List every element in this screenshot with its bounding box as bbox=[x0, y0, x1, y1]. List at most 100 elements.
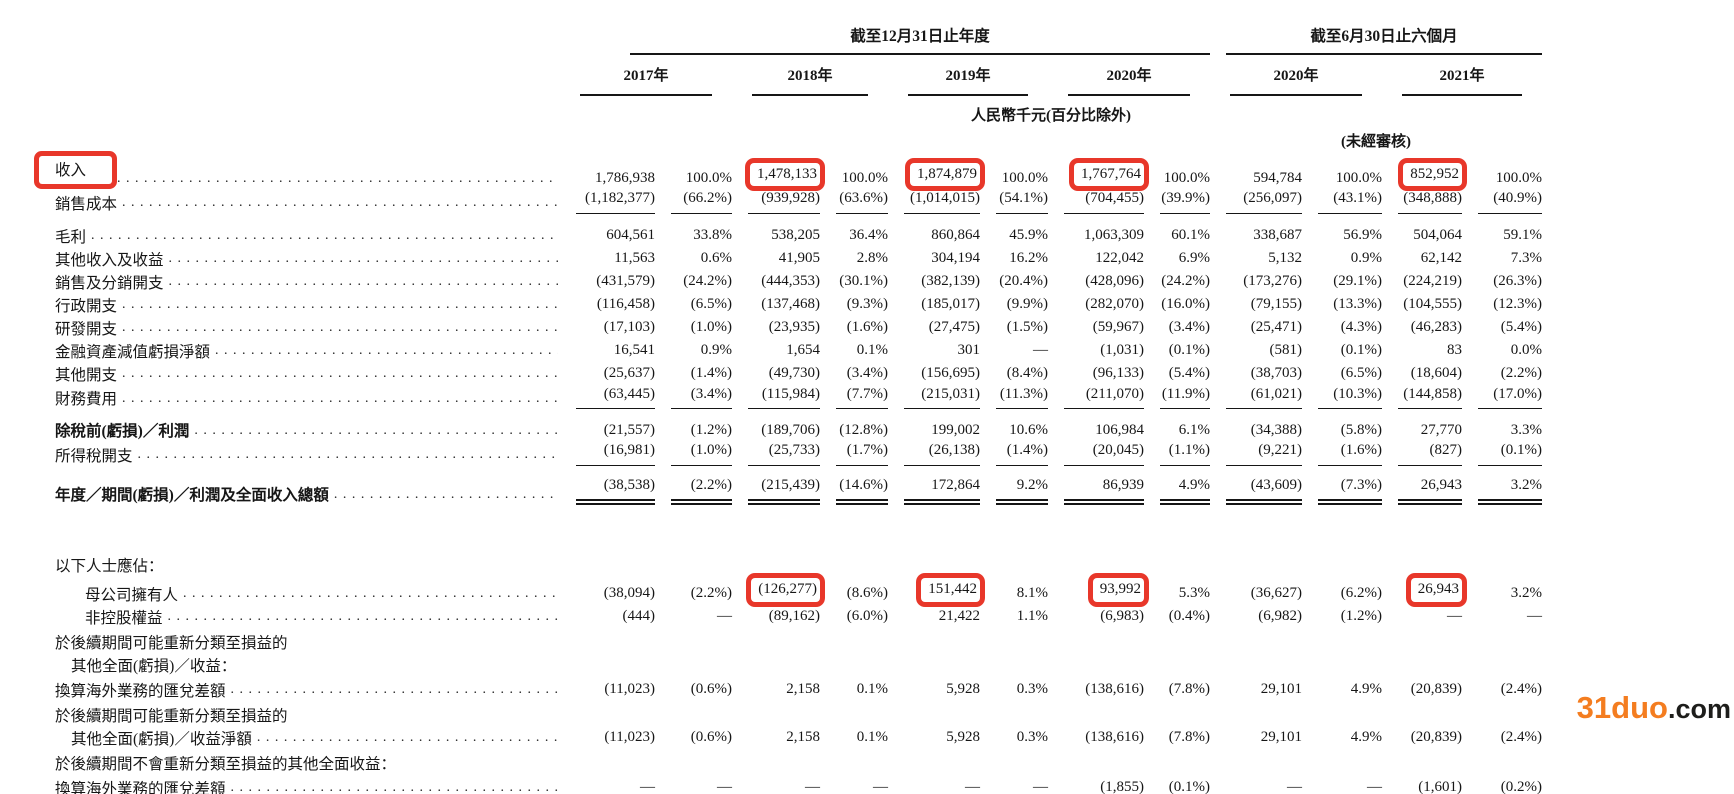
cell-value: (444,353) bbox=[761, 273, 820, 290]
cell-value: 1,654 bbox=[786, 342, 820, 359]
cell-percent: 0.0% bbox=[1510, 342, 1542, 359]
cell-percent: — bbox=[1033, 342, 1048, 359]
cell-value: 106,984 bbox=[1095, 421, 1144, 438]
cell-percent: 4.9% bbox=[1160, 476, 1210, 506]
cell-value: (1,182,377) bbox=[576, 189, 655, 214]
cell-percent: (1.2%) bbox=[1340, 608, 1382, 625]
cell-percent: (2.2%) bbox=[690, 585, 732, 602]
watermark-brand: 31duo bbox=[1576, 690, 1668, 725]
cell-percent: 16.2% bbox=[1009, 250, 1048, 267]
cell-value: 1,063,309 bbox=[1084, 227, 1144, 244]
highlight-box: 852,952 bbox=[1403, 163, 1462, 187]
table-header: 截至12月31日止年度 截至6月30日止六個月 bbox=[55, 12, 1542, 55]
cell-value: (137,468) bbox=[761, 296, 820, 313]
cell-value: (428,096) bbox=[1085, 273, 1144, 290]
highlight-box: 1,874,879 bbox=[910, 163, 980, 187]
cell-value: 172,864 bbox=[904, 476, 980, 506]
dot-leader bbox=[122, 294, 558, 314]
cell-percent: (7.7%) bbox=[836, 385, 888, 410]
cell-percent: (26.3%) bbox=[1493, 273, 1542, 290]
dot-leader bbox=[169, 271, 558, 291]
cell-percent: 100.0% bbox=[1163, 169, 1210, 186]
row-label: 其他全面(虧損)／收益淨額 bbox=[55, 727, 560, 749]
cell-percent: (43.1%) bbox=[1318, 189, 1382, 214]
cell-percent: (0.1%) bbox=[1478, 441, 1542, 466]
cell-value: — bbox=[965, 779, 980, 794]
table-row: 非控股權益 (444) — (89,162) (6.0%) 21,422 1.1% (6,98… bbox=[55, 605, 1542, 628]
dot-leader bbox=[117, 168, 558, 188]
cell-value: 26,943 bbox=[1398, 476, 1462, 506]
cell-percent: (13.3%) bbox=[1333, 296, 1382, 313]
cell-value: (96,133) bbox=[1092, 365, 1144, 382]
cell-value: (18,604) bbox=[1410, 365, 1462, 382]
income-statement-table: 截至12月31日止年度 截至6月30日止六個月 2017年 2018年 2019… bbox=[55, 12, 1542, 794]
table-header-notes: 人民幣千元(百分比除外) (未經審核) bbox=[55, 96, 1542, 151]
cell-percent: (0.1%) bbox=[1168, 342, 1210, 359]
dot-leader bbox=[169, 248, 558, 268]
cell-value: (11,023) bbox=[604, 729, 655, 746]
cell-percent: 60.1% bbox=[1171, 227, 1210, 244]
table-row: 其他全面(虧損)／收益淨額 (11,023) (0.6%) 2,158 0.1% 5,92… bbox=[55, 726, 1542, 749]
cell-value: 2,158 bbox=[786, 681, 820, 698]
cell-percent: 3.3% bbox=[1510, 421, 1542, 438]
cell-value: (116,458) bbox=[596, 296, 655, 313]
table-row: 研發開支 (17,103) (1.0%) (23,935) (1.6%) (27,475)… bbox=[55, 316, 1542, 339]
cell-percent: — bbox=[873, 779, 888, 794]
cell-percent: (1.1%) bbox=[1160, 441, 1210, 466]
cell-percent: 0.1% bbox=[856, 729, 888, 746]
table-row: 收入 1,786,938 100.0% 1,478,133 100.0% 1,874,87… bbox=[55, 151, 1542, 189]
column-group-annual-label: 截至12月31日止年度 bbox=[850, 28, 990, 45]
cell-percent: (12.3%) bbox=[1493, 296, 1542, 313]
cell-percent: (2.2%) bbox=[1500, 365, 1542, 382]
cell-value: (1,031) bbox=[1100, 342, 1144, 359]
dot-leader bbox=[334, 484, 558, 504]
dot-leader bbox=[215, 340, 558, 360]
cell-percent: (30.1%) bbox=[839, 273, 888, 290]
cell-value: (348,888) bbox=[1398, 189, 1462, 214]
cell-value: (20,839) bbox=[1410, 681, 1462, 698]
cell-percent: — bbox=[1367, 779, 1382, 794]
cell-value: (89,162) bbox=[768, 608, 820, 625]
cell-percent: (5.8%) bbox=[1340, 421, 1382, 438]
highlight-box: 26,943 bbox=[1411, 578, 1462, 602]
cell-value: (211,070) bbox=[1064, 385, 1144, 410]
cell-value: 16,541 bbox=[613, 342, 655, 359]
cell-percent: 100.0% bbox=[841, 169, 888, 186]
cell-percent: (1.0%) bbox=[671, 441, 732, 466]
cell-value: 304,194 bbox=[931, 250, 980, 267]
cell-value: (581) bbox=[1269, 342, 1303, 359]
cell-percent: — bbox=[717, 608, 732, 625]
cell-percent: 33.8% bbox=[693, 227, 732, 244]
cell-value: 5,928 bbox=[946, 681, 980, 698]
cell-value: (104,555) bbox=[1403, 296, 1462, 313]
row-label: 除稅前(虧損)／利潤 bbox=[55, 420, 560, 442]
cell-value: 338,687 bbox=[1253, 227, 1302, 244]
cell-percent: 100.0% bbox=[1335, 169, 1382, 186]
cell-percent: (1.4%) bbox=[996, 441, 1048, 466]
table-body: 收入 1,786,938 100.0% 1,478,133 100.0% 1,874,87… bbox=[55, 151, 1542, 794]
cell-percent: (20.4%) bbox=[999, 273, 1048, 290]
cell-value: 27,770 bbox=[1420, 421, 1462, 438]
cell-value: 504,064 bbox=[1413, 227, 1462, 244]
cell-percent: (16.0%) bbox=[1161, 296, 1210, 313]
cell-percent: 4.9% bbox=[1350, 729, 1382, 746]
cell-value: (224,219) bbox=[1403, 273, 1462, 290]
cell-percent: (3.4%) bbox=[846, 365, 888, 382]
cell-value: (144,858) bbox=[1398, 385, 1462, 410]
cell-value: (704,455) bbox=[1064, 189, 1144, 214]
cell-value: (173,276) bbox=[1243, 273, 1302, 290]
cell-percent: 0.1% bbox=[856, 342, 888, 359]
cell-percent: (6.5%) bbox=[690, 296, 732, 313]
cell-value: (138,616) bbox=[1085, 681, 1144, 698]
column-group-annual: 截至12月31日止年度 bbox=[630, 12, 1210, 55]
column-header-2018: 2018年 bbox=[752, 64, 868, 96]
cell-percent: (12.8%) bbox=[839, 421, 888, 438]
cell-percent: (29.1%) bbox=[1333, 273, 1382, 290]
table-row: 於後續期間可能重新分類至損益的 bbox=[55, 630, 1542, 653]
cell-value: 11,563 bbox=[614, 250, 655, 267]
cell-value: (34,388) bbox=[1250, 421, 1302, 438]
table-row: 除稅前(虧損)／利潤 (21,557) (1.2%) (189,706) (12.8%)… bbox=[55, 418, 1542, 441]
row-label: 財務費用 bbox=[55, 388, 560, 410]
cell-value: — bbox=[1287, 779, 1302, 794]
